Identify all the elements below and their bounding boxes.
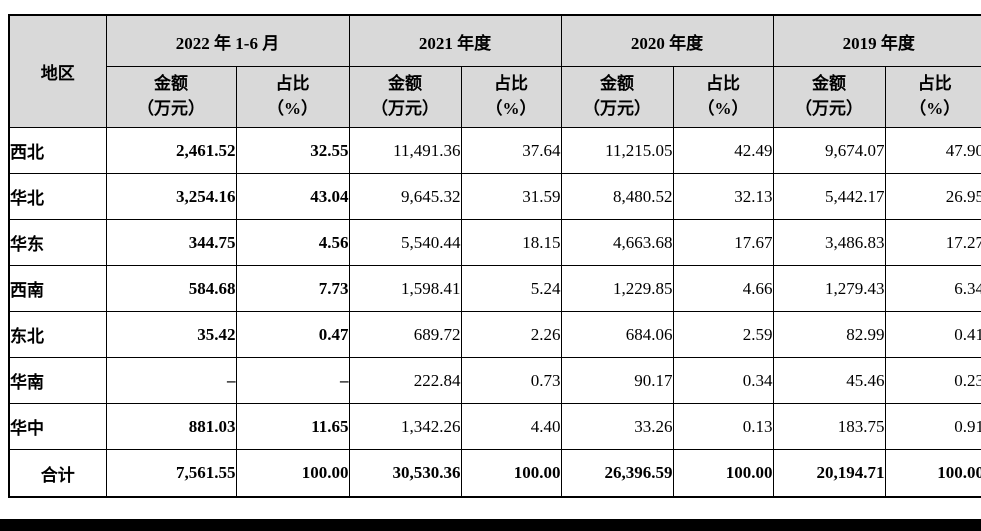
regional-revenue-table: 地区 2022 年 1-6 月 2021 年度 2020 年度 2019 年度 … bbox=[8, 14, 981, 498]
total-value-cell: 100.00 bbox=[235, 449, 350, 498]
table-row-total: 合计 7,561.55 100.00 30,530.36 100.00 26,3… bbox=[8, 449, 981, 498]
value-cell: 1,342.26 bbox=[348, 403, 462, 450]
total-value-cell: 100.00 bbox=[672, 449, 774, 498]
value-cell: 32.13 bbox=[672, 173, 774, 220]
period-header-2019: 2019 年度 bbox=[772, 14, 981, 67]
value-cell: 3,486.83 bbox=[772, 219, 886, 266]
value-cell: 5.24 bbox=[460, 265, 562, 312]
period-header-2020: 2020 年度 bbox=[560, 14, 774, 67]
value-cell: 4.56 bbox=[235, 219, 350, 266]
table-row-north: 华北 3,254.16 43.04 9,645.32 31.59 8,480.5… bbox=[8, 173, 981, 220]
table-row-central: 华中 881.03 11.65 1,342.26 4.40 33.26 0.13… bbox=[8, 403, 981, 450]
value-cell: 0.41 bbox=[884, 311, 981, 358]
value-cell: 222.84 bbox=[348, 357, 462, 404]
value-cell: 344.75 bbox=[105, 219, 237, 266]
value-cell: 1,229.85 bbox=[560, 265, 674, 312]
value-cell: 0.73 bbox=[460, 357, 562, 404]
ratio-subheader-2022: 占比 （%） bbox=[235, 66, 350, 128]
value-cell: 881.03 bbox=[105, 403, 237, 450]
total-value-cell: 30,530.36 bbox=[348, 449, 462, 498]
value-cell: 584.68 bbox=[105, 265, 237, 312]
value-cell: 45.46 bbox=[772, 357, 886, 404]
value-cell: 17.27 bbox=[884, 219, 981, 266]
ratio-subheader-2020: 占比 （%） bbox=[672, 66, 774, 128]
total-value-cell: 7,561.55 bbox=[105, 449, 237, 498]
region-cell: 华东 bbox=[8, 219, 107, 266]
table-row-northwest: 西北 2,461.52 32.55 11,491.36 37.64 11,215… bbox=[8, 127, 981, 174]
ratio-subheader-2019: 占比 （%） bbox=[884, 66, 981, 128]
value-cell: 35.42 bbox=[105, 311, 237, 358]
value-cell: 43.04 bbox=[235, 173, 350, 220]
value-cell: 11.65 bbox=[235, 403, 350, 450]
value-cell: 4,663.68 bbox=[560, 219, 674, 266]
period-header-2022: 2022 年 1-6 月 bbox=[105, 14, 350, 67]
value-cell: 2.26 bbox=[460, 311, 562, 358]
value-cell: 9,645.32 bbox=[348, 173, 462, 220]
value-cell: 5,442.17 bbox=[772, 173, 886, 220]
amount-subheader-2021: 金额 （万元） bbox=[348, 66, 462, 128]
value-cell: 37.64 bbox=[460, 127, 562, 174]
value-cell: – bbox=[105, 357, 237, 404]
subheader-row: 金额 （万元） 占比 （%） 金额 （万元） 占比 （%） 金额 （万元） bbox=[9, 66, 981, 128]
amount-subheader-2019: 金额 （万元） bbox=[772, 66, 886, 128]
total-value-cell: 26,396.59 bbox=[560, 449, 674, 498]
total-value-cell: 20,194.71 bbox=[772, 449, 886, 498]
value-cell: 82.99 bbox=[772, 311, 886, 358]
amount-subheader-2020: 金额 （万元） bbox=[560, 66, 674, 128]
value-cell: 5,540.44 bbox=[348, 219, 462, 266]
value-cell: 18.15 bbox=[460, 219, 562, 266]
table-row-south: 华南 – – 222.84 0.73 90.17 0.34 45.46 0.23 bbox=[8, 357, 981, 404]
value-cell: 689.72 bbox=[348, 311, 462, 358]
page-bottom-rule bbox=[0, 519, 981, 531]
value-cell: 3,254.16 bbox=[105, 173, 237, 220]
total-value-cell: 100.00 bbox=[884, 449, 981, 498]
value-cell: 6.34 bbox=[884, 265, 981, 312]
value-cell: 31.59 bbox=[460, 173, 562, 220]
value-cell: 0.13 bbox=[672, 403, 774, 450]
value-cell: 1,598.41 bbox=[348, 265, 462, 312]
value-cell: 11,491.36 bbox=[348, 127, 462, 174]
value-cell: 0.91 bbox=[884, 403, 981, 450]
total-value-cell: 100.00 bbox=[460, 449, 562, 498]
value-cell: 2.59 bbox=[672, 311, 774, 358]
value-cell: 32.55 bbox=[235, 127, 350, 174]
region-cell: 东北 bbox=[8, 311, 107, 358]
value-cell: 0.23 bbox=[884, 357, 981, 404]
value-cell: 0.34 bbox=[672, 357, 774, 404]
value-cell: 1,279.43 bbox=[772, 265, 886, 312]
ratio-subheader-2021: 占比 （%） bbox=[460, 66, 562, 128]
table-row-east: 华东 344.75 4.56 5,540.44 18.15 4,663.68 1… bbox=[8, 219, 981, 266]
table-row-northeast: 东北 35.42 0.47 689.72 2.26 684.06 2.59 82… bbox=[8, 311, 981, 358]
value-cell: 33.26 bbox=[560, 403, 674, 450]
amount-subheader-2022: 金额 （万元） bbox=[105, 66, 237, 128]
period-header-row: 地区 2022 年 1-6 月 2021 年度 2020 年度 2019 年度 bbox=[8, 14, 981, 128]
value-cell: 7.73 bbox=[235, 265, 350, 312]
value-cell: – bbox=[235, 357, 350, 404]
value-cell: 4.66 bbox=[672, 265, 774, 312]
value-cell: 26.95 bbox=[884, 173, 981, 220]
value-cell: 17.67 bbox=[672, 219, 774, 266]
value-cell: 2,461.52 bbox=[105, 127, 237, 174]
total-label-cell: 合计 bbox=[8, 449, 107, 498]
value-cell: 684.06 bbox=[560, 311, 674, 358]
region-cell: 华中 bbox=[8, 403, 107, 450]
value-cell: 8,480.52 bbox=[560, 173, 674, 220]
region-cell: 西南 bbox=[8, 265, 107, 312]
value-cell: 11,215.05 bbox=[560, 127, 674, 174]
value-cell: 47.90 bbox=[884, 127, 981, 174]
value-cell: 4.40 bbox=[460, 403, 562, 450]
value-cell: 9,674.07 bbox=[772, 127, 886, 174]
region-cell: 华南 bbox=[8, 357, 107, 404]
value-cell: 90.17 bbox=[560, 357, 674, 404]
value-cell: 0.47 bbox=[235, 311, 350, 358]
region-cell: 西北 bbox=[8, 127, 107, 174]
value-cell: 183.75 bbox=[772, 403, 886, 450]
value-cell: 42.49 bbox=[672, 127, 774, 174]
period-header-2021: 2021 年度 bbox=[348, 14, 562, 67]
region-column-header: 地区 bbox=[8, 14, 107, 128]
region-cell: 华北 bbox=[8, 173, 107, 220]
table-row-southwest: 西南 584.68 7.73 1,598.41 5.24 1,229.85 4.… bbox=[8, 265, 981, 312]
